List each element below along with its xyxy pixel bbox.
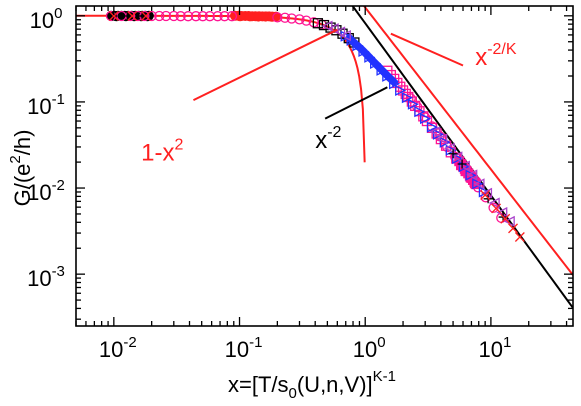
y-tick-label-0: 100 xyxy=(30,5,63,33)
data-point-s8-p5 xyxy=(436,133,448,145)
data-point-s7-p16 xyxy=(439,136,451,148)
plot-area xyxy=(76,6,573,309)
data-point-s2-p16 xyxy=(226,11,238,22)
y-axis-label-post: /h) xyxy=(10,130,35,156)
data-point-s2-p15 xyxy=(219,11,230,22)
annotation-x-minus-2: x-2 xyxy=(315,124,341,154)
data-point-s3-p6 xyxy=(400,88,411,100)
pointer-line-2 xyxy=(390,32,464,67)
data-point-s7-p7 xyxy=(382,70,394,82)
data-point-s7-p15 xyxy=(432,128,445,140)
data-point-s5-p1 xyxy=(318,19,330,31)
data-point-s2-p13 xyxy=(204,11,215,22)
annotation-layer: 1-x2 x-2 x-2/K xyxy=(141,28,517,166)
data-point-s8-p6 xyxy=(443,142,455,154)
data-point-s2-p21 xyxy=(301,15,312,26)
x-axis-label-mid: (U,n,V)] xyxy=(297,372,373,397)
data-point-s7-p21 xyxy=(472,178,484,190)
y-axis-label-pre: G/(e xyxy=(10,164,35,207)
y-tick-label--3: 10-3 xyxy=(27,263,65,291)
data-point-s5-p0 xyxy=(312,18,324,29)
data-point-s7-p14 xyxy=(426,121,438,133)
data-point-s9-p4 xyxy=(457,159,467,169)
plot-frame xyxy=(75,5,574,327)
x-axis-label: x=[T/s0(U,n,V)]K-1 xyxy=(228,368,396,402)
data-point-s2-p11 xyxy=(190,11,202,22)
data-point-s9-p3 xyxy=(448,149,458,159)
y-axis-label-sup: 2 xyxy=(7,155,24,163)
data-point-s2-p9 xyxy=(175,11,186,22)
data-point-s2-p14 xyxy=(212,11,223,22)
data-point-s1-p14 xyxy=(244,11,255,22)
data-point-s7-p6 xyxy=(376,64,388,76)
data-point-s8-p13 xyxy=(496,206,508,219)
data-point-s8-p12 xyxy=(488,197,500,209)
data-point-s2-p5 xyxy=(146,10,157,22)
x-tick-label--2: 10-2 xyxy=(99,334,137,362)
data-point-s2-p35 xyxy=(488,202,499,213)
y-tick-label--2: 10-2 xyxy=(27,177,65,205)
curve-power_law-2 xyxy=(362,6,573,276)
data-point-s7-p4 xyxy=(364,51,376,63)
data-point-s7-p18 xyxy=(452,153,464,165)
data-point-s2-p7 xyxy=(160,10,172,22)
data-point-s8-p2 xyxy=(334,26,346,38)
data-point-s7-p12 xyxy=(414,106,426,118)
data-point-s10-p1 xyxy=(127,11,138,21)
data-point-s2-p10 xyxy=(182,11,194,22)
data-point-s7-p10 xyxy=(401,92,413,104)
x-tick-label-1: 101 xyxy=(478,334,511,362)
data-point-s2-p6 xyxy=(154,10,165,22)
data-point-s7-p3 xyxy=(358,45,370,58)
data-point-s8-p14 xyxy=(503,215,515,227)
data-point-s2-p19 xyxy=(286,13,297,24)
data-point-s7-p2 xyxy=(352,40,364,52)
data-point-s10-p4 xyxy=(491,203,502,214)
pointer-line-0 xyxy=(193,28,338,101)
data-point-s9-p0 xyxy=(108,11,118,21)
annotation-one-minus-x2: 1-x2 xyxy=(141,136,183,166)
data-point-s2-p18 xyxy=(279,12,291,23)
data-point-s9-p1 xyxy=(122,11,132,21)
data-point-s10-p6 xyxy=(508,223,518,234)
y-axis-label: G/(e2/h) xyxy=(7,130,35,207)
data-point-s10-p3 xyxy=(480,190,491,200)
data-point-s10-p2 xyxy=(140,11,151,21)
data-point-s10-p7 xyxy=(514,232,525,242)
data-point-s7-p11 xyxy=(407,98,419,110)
y-tick-label--1: 10-1 xyxy=(27,91,65,119)
x-tick-label-0: 100 xyxy=(353,334,386,362)
annotation-x-minus-2-over-K: x-2/K xyxy=(475,41,517,71)
data-point-s2-p20 xyxy=(294,14,305,25)
data-point-s8-p11 xyxy=(480,187,493,199)
data-point-s7-p8 xyxy=(389,78,401,90)
x-axis-label-sub: 0 xyxy=(289,385,297,402)
data-point-s8-p10 xyxy=(473,178,485,190)
x-axis-label-base: x=[T/s xyxy=(228,372,289,397)
data-point-s8-p7 xyxy=(451,151,463,163)
data-point-s8-p0 xyxy=(321,20,333,32)
data-point-s10-p0 xyxy=(108,11,119,21)
data-point-s7-p13 xyxy=(420,113,432,125)
data-point-s8-p3 xyxy=(339,29,351,42)
data-point-s10-p5 xyxy=(500,213,511,224)
x-axis-label-sup: K-1 xyxy=(373,368,396,385)
axes-layer: 10-2 10-1 100 101 100 10-1 10-2 10-3 xyxy=(27,5,574,362)
data-point-s7-p1 xyxy=(346,34,358,46)
data-point-s2-p17 xyxy=(272,12,283,23)
data-point-s7-p5 xyxy=(370,57,382,69)
data-point-s8-p9 xyxy=(466,169,478,181)
curve-power_law-1 xyxy=(351,6,573,309)
data-point-s2-p8 xyxy=(168,10,179,22)
x-tick-label--1: 10-1 xyxy=(225,334,263,362)
data-point-s8-p4 xyxy=(429,126,441,138)
pointer-line-1 xyxy=(324,86,388,120)
data-point-s7-p9 xyxy=(395,84,407,96)
data-point-s7-p17 xyxy=(445,144,457,156)
data-point-s2-p12 xyxy=(197,11,208,22)
